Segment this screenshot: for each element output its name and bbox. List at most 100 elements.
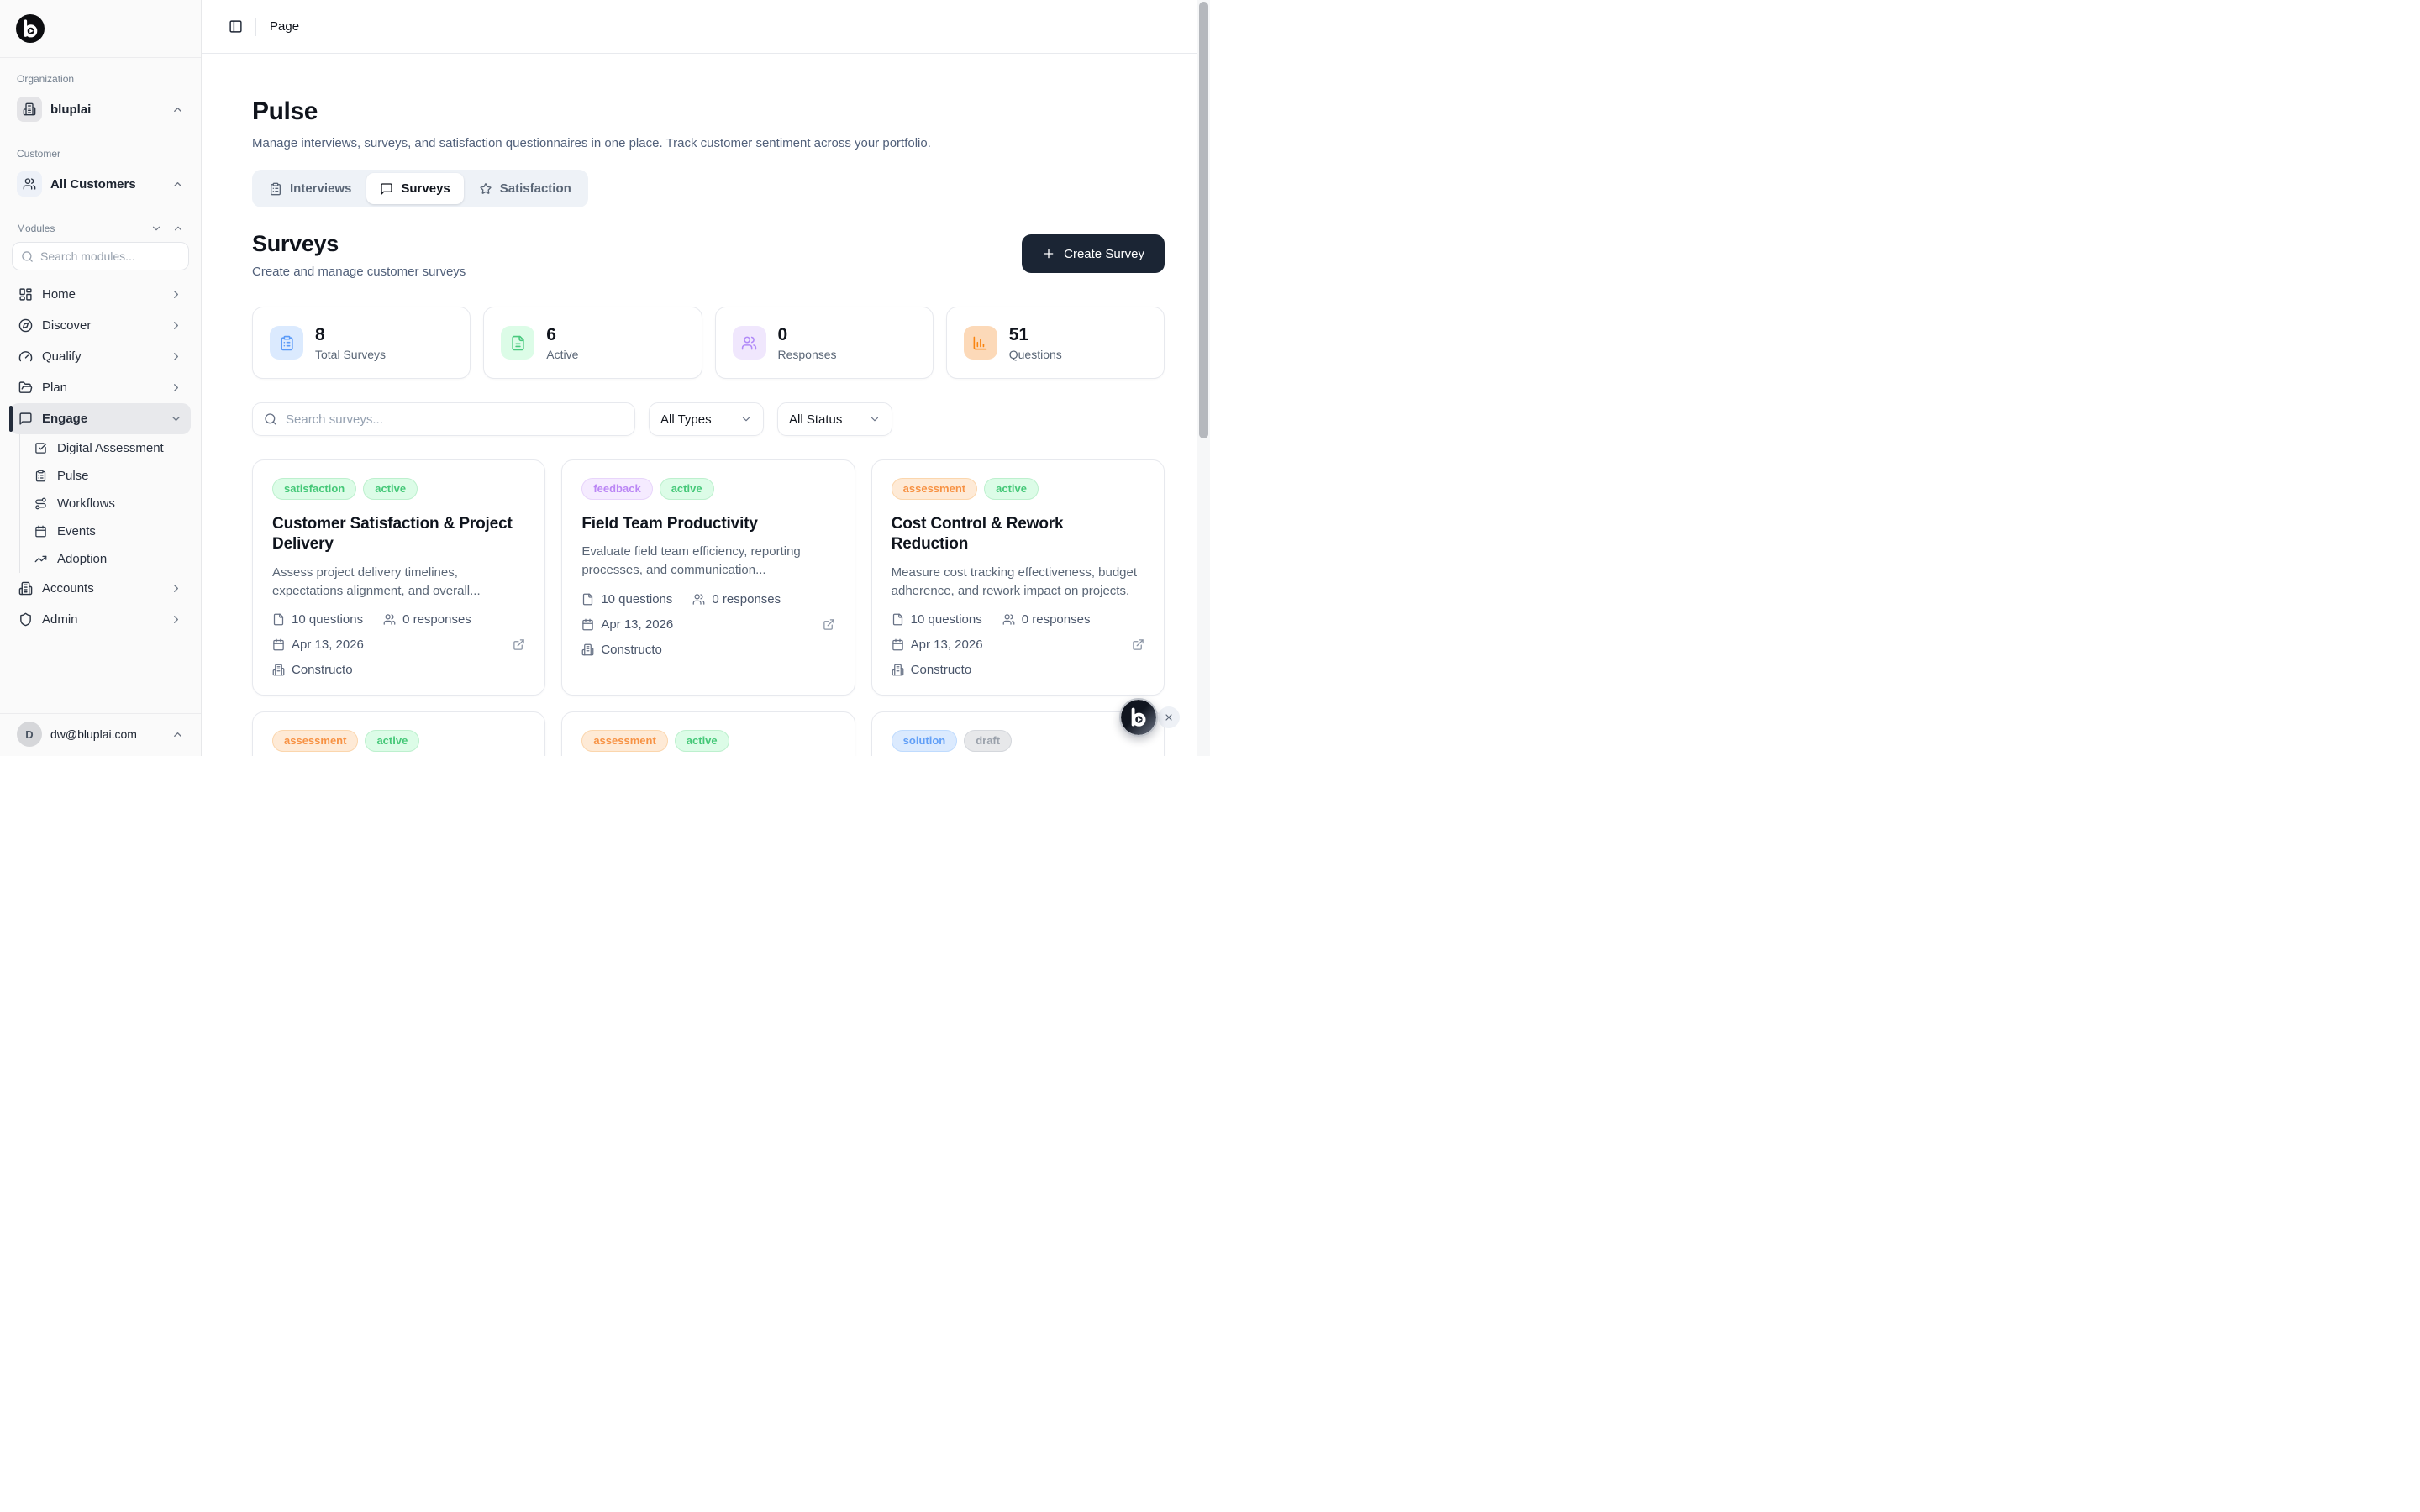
type-filter-value: All Types [660,412,712,427]
modules-search[interactable] [12,242,189,270]
tab-interviews[interactable]: Interviews [255,173,365,204]
sidebar-item-label: Digital Assessment [57,441,164,455]
survey-company: Constructo [292,663,353,678]
sidebar-item-label: Plan [42,381,68,395]
calendar-icon [582,618,594,631]
chevron-up-icon [171,178,184,191]
clipboard-icon [271,182,281,195]
survey-card[interactable]: feedback active Field Team Productivity … [561,459,855,696]
scrollbar-track[interactable] [1197,0,1210,756]
assistant-launcher-button[interactable] [1119,698,1158,737]
survey-card[interactable]: assessment active Safety & Compliance [252,711,546,756]
sidebar-item-label: Engage [42,412,88,426]
sidebar-item-admin[interactable]: Admin [10,604,191,635]
modules-search-input[interactable] [40,249,180,263]
sidebar-item-home[interactable]: Home [10,279,191,310]
sidebar-item-pulse[interactable]: Pulse [20,462,191,490]
survey-search-input[interactable] [286,412,623,427]
active-indicator [9,406,13,432]
scrollbar-thumb[interactable] [1199,2,1208,438]
file-text-icon [583,593,593,606]
tab-label: Satisfaction [499,181,571,196]
tab-satisfaction[interactable]: Satisfaction [466,173,585,204]
responses-count: 0 responses [402,612,471,627]
chevron-down-icon[interactable] [150,223,162,234]
type-filter-select[interactable]: All Types [649,402,764,436]
sidebar-item-events[interactable]: Events [20,517,191,545]
bluplai-logo-icon[interactable] [16,14,45,43]
chevron-right-icon [170,288,182,301]
sidebar-item-accounts[interactable]: Accounts [10,573,191,604]
survey-status-badge: active [365,730,420,753]
sidebar-item-workflows[interactable]: Workflows [20,490,191,517]
calendar-icon [273,639,284,651]
responses-count: 0 responses [1021,612,1091,627]
sidebar-item-engage[interactable]: Engage [9,403,191,434]
tab-surveys[interactable]: Surveys [366,173,464,204]
customer-section-label: Customer [17,148,61,160]
sidebar-item-digital-assessment[interactable]: Digital Assessment [20,434,191,462]
survey-card[interactable]: satisfaction active Customer Satisfactio… [252,459,546,696]
questions-count: 10 questions [292,612,364,627]
chevron-up-icon[interactable] [172,223,184,234]
building-icon [272,664,285,676]
chevron-right-icon [170,381,182,394]
stat-value: 51 [1008,324,1029,344]
sidebar-logo-area [0,0,201,58]
create-survey-button[interactable]: Create Survey [1022,234,1165,273]
users-icon [693,594,705,605]
survey-description: Measure cost tracking effectiveness, bud… [891,564,1138,598]
stats-row: 8 Total Surveys 6 Active 0 R [252,307,1165,379]
shield-icon [20,612,31,627]
sidebar-item-plan[interactable]: Plan [10,372,191,403]
survey-status-badge: active [984,478,1039,500]
organization-name: bluplai [50,102,92,117]
sidebar-item-label: Workflows [57,496,115,511]
survey-type-badge: satisfaction [272,478,357,500]
square-check-icon [35,443,47,454]
open-survey-button[interactable] [513,638,525,651]
external-link-icon [513,639,525,651]
survey-card[interactable]: assessment active Project Visibility & R… [561,711,855,756]
organization-switcher[interactable]: bluplai [10,92,191,126]
survey-search[interactable] [252,402,635,436]
panel-left-icon [229,20,242,33]
sidebar-item-label: Accounts [42,581,94,596]
customer-name: All Customers [50,176,136,192]
sidebar-item-adoption[interactable]: Adoption [20,545,191,573]
divider [255,17,256,36]
user-email: dw@bluplai.com [50,727,137,741]
status-filter-select[interactable]: All Status [777,402,892,436]
main-area: Page Pulse Manage interviews, surveys, a… [202,0,1197,756]
sidebar-item-qualify[interactable]: Qualify [10,341,191,372]
surveys-section-header: Surveys Create and manage customer surve… [252,231,1165,279]
organization-section-label: Organization [17,73,75,85]
sidebar-item-discover[interactable]: Discover [10,310,191,341]
customer-switcher[interactable]: All Customers [10,167,191,201]
users-icon [17,171,42,197]
open-survey-button[interactable] [823,618,835,631]
survey-card[interactable]: assessment active Cost Control & Rework … [871,459,1165,696]
search-icon [265,413,276,425]
chevron-down-icon [742,417,750,422]
survey-description: Assess project delivery timelines, expec… [272,564,481,598]
bluplai-logo-icon [1121,700,1156,735]
assistant-close-button[interactable] [1158,706,1180,728]
engage-submenu: Digital Assessment Pulse Workflows Event… [19,434,191,573]
calendar-icon [892,639,903,651]
building-icon [892,664,904,676]
responses-count: 0 responses [712,591,781,606]
survey-card[interactable]: solution draft 1 [871,711,1165,756]
clipboard-icon [35,470,46,482]
users-icon [1002,614,1015,626]
user-menu[interactable]: D dw@bluplai.com [10,720,191,748]
create-survey-label: Create Survey [1064,246,1144,261]
sidebar-toggle-button[interactable] [224,15,247,39]
sidebar-item-label: Events [57,524,96,538]
stat-value: 0 [777,324,788,344]
open-survey-button[interactable] [1132,638,1144,651]
message-square-icon [381,182,393,195]
modules-menu: Home Discover Qualify Plan Enga [9,279,191,635]
bar-chart-icon [963,326,997,360]
tab-label: Surveys [401,181,450,196]
